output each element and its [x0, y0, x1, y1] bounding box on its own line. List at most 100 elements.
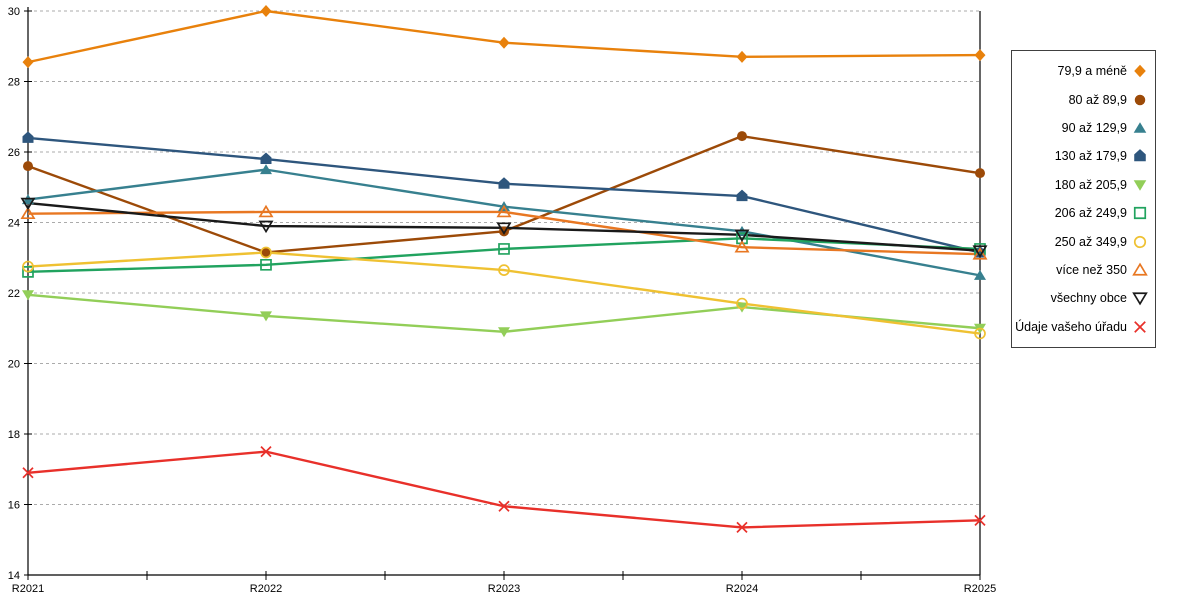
y-axis-label: 26	[8, 147, 20, 159]
series-line	[27, 210, 981, 256]
data-point-marker	[734, 229, 750, 242]
legend-item: 90 až 129,9	[1016, 117, 1148, 139]
data-point-marker	[1133, 235, 1147, 248]
legend-item-label: více než 350	[1056, 262, 1127, 277]
data-point-marker	[22, 56, 34, 69]
legend-item-label: 90 až 129,9	[1061, 120, 1127, 135]
data-point-marker	[496, 204, 512, 218]
legend-item: 206 až 249,9	[1016, 202, 1148, 224]
data-point-marker	[1133, 207, 1147, 220]
data-point-marker	[736, 50, 748, 63]
x-axis-label: R2024	[726, 583, 758, 595]
legend-item: více než 350	[1016, 259, 1148, 281]
data-point-marker	[974, 327, 986, 340]
x-axis-label: R2023	[488, 583, 520, 595]
legend-item-label: 79,9 a méně	[1057, 64, 1128, 79]
y-axis-label: 28	[8, 77, 20, 89]
y-axis-label: 20	[8, 359, 20, 371]
data-point-marker	[498, 36, 510, 49]
series-line	[27, 251, 981, 335]
data-point-marker	[736, 302, 748, 313]
data-point-marker	[20, 197, 36, 211]
legend-item: 180 až 205,9	[1016, 174, 1148, 196]
series-line	[27, 450, 981, 529]
legend-item-label: všechny obce	[1050, 291, 1127, 306]
y-axis-label: 24	[8, 218, 20, 230]
y-axis-label: 30	[8, 6, 20, 18]
data-point-marker	[260, 446, 272, 458]
data-point-marker	[736, 521, 748, 534]
data-point-marker	[974, 269, 986, 280]
legend-marker-icon	[1134, 320, 1146, 333]
data-point-marker	[260, 258, 272, 271]
data-point-marker	[498, 264, 510, 276]
legend-item-label: 80 až 89,9	[1068, 92, 1127, 107]
data-point-marker	[260, 152, 272, 165]
x-axis-label: R2021	[12, 583, 44, 595]
data-point-marker	[260, 246, 272, 259]
data-point-marker	[1133, 122, 1147, 133]
data-point-marker	[1134, 149, 1146, 162]
data-point-marker	[975, 168, 985, 179]
legend-item-label: 180 až 205,9	[1054, 177, 1127, 192]
series-line	[27, 237, 981, 274]
chart-legend: 79,9 a méně 80 až 89,9 90 až 129,9 130 až 1…	[1011, 50, 1156, 348]
legend-item-label: 206 až 249,9	[1054, 206, 1127, 221]
data-point-marker	[1133, 180, 1147, 191]
legend-item-label: Údaje vašeho úřadu	[1015, 319, 1127, 334]
data-point-marker	[498, 327, 510, 338]
series-line	[27, 293, 981, 333]
data-point-marker	[1134, 94, 1146, 105]
legend-item-label: 250 až 349,9	[1054, 234, 1127, 249]
data-point-marker	[22, 290, 34, 301]
data-point-marker	[261, 247, 271, 258]
legend-item: 250 až 349,9	[1016, 231, 1148, 253]
data-point-marker	[496, 222, 512, 235]
legend-item: 80 až 89,9	[1016, 89, 1148, 111]
data-point-marker	[972, 245, 988, 258]
legend-marker-icon	[1133, 180, 1147, 191]
legend-item: 79,9 a méně	[1016, 60, 1148, 82]
data-point-marker	[734, 240, 750, 253]
legend-item: všechny obce	[1016, 287, 1148, 309]
legend-marker-icon	[1133, 207, 1147, 220]
data-point-marker	[260, 311, 272, 322]
data-point-marker	[498, 500, 510, 512]
series-line	[27, 9, 981, 64]
data-point-marker	[23, 161, 33, 172]
data-point-marker	[22, 266, 34, 278]
y-axis-label: 18	[8, 429, 20, 441]
legend-marker-icon	[1134, 149, 1146, 162]
legend-marker-icon	[1134, 94, 1146, 105]
data-point-marker	[1134, 320, 1146, 333]
data-point-marker	[974, 243, 986, 255]
data-point-marker	[258, 220, 274, 234]
data-point-marker	[20, 206, 36, 220]
x-axis-label: R2022	[250, 583, 282, 595]
data-point-marker	[736, 297, 748, 310]
data-point-marker	[737, 131, 747, 142]
legend-item: 130 až 179,9	[1016, 145, 1148, 167]
y-axis-label: 22	[8, 288, 20, 300]
legend-marker-icon	[1132, 292, 1148, 306]
legend-marker-icon	[1133, 235, 1147, 248]
x-axis-label: R2025	[964, 583, 996, 595]
data-point-marker	[22, 260, 34, 273]
data-point-marker	[498, 177, 510, 189]
line-chart: 14 16 18 20 22 24 26 28 30 R2021 R2022 R2023 R2024 R2…	[8, 5, 996, 595]
legend-marker-icon	[1134, 64, 1146, 78]
y-axis-label: 14	[8, 570, 20, 582]
legend-marker-icon	[1133, 122, 1147, 133]
data-point-marker	[1132, 292, 1148, 306]
legend-marker-icon	[1132, 262, 1148, 276]
data-point-marker	[1132, 262, 1148, 276]
data-point-marker	[1134, 64, 1146, 78]
data-point-marker	[22, 467, 34, 479]
legend-item-label: 130 až 179,9	[1054, 149, 1127, 164]
data-point-marker	[972, 247, 988, 260]
data-point-marker	[498, 243, 510, 255]
data-point-marker	[736, 189, 748, 202]
data-point-marker	[974, 49, 986, 62]
data-point-marker	[260, 164, 272, 175]
